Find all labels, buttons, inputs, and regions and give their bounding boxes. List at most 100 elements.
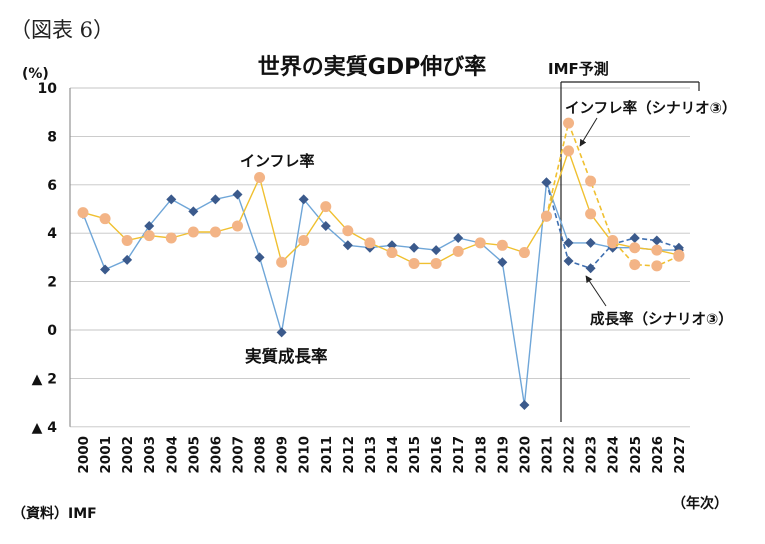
- data-point: [474, 237, 486, 249]
- data-point: [99, 213, 111, 225]
- x-tick-label: 2027: [672, 436, 688, 474]
- data-point: [144, 220, 155, 231]
- x-axis: 2000 2001 2002 2003 2004 2005 2006 2007 2008 2009…: [76, 436, 688, 474]
- inflation-scenario-arrow: [579, 117, 598, 147]
- y-tick-label: ▲ 2: [32, 371, 57, 387]
- x-tick-label: 2015: [407, 436, 423, 474]
- x-tick-label: 2001: [98, 436, 114, 474]
- x-tick-label: 2023: [584, 436, 600, 474]
- gridlines: [70, 87, 690, 428]
- x-tick-label: 2003: [142, 436, 158, 474]
- y-tick-label: 6: [47, 178, 57, 194]
- data-point: [673, 250, 685, 262]
- x-tick-label: 2006: [208, 436, 224, 474]
- y-tick-label: 2: [47, 275, 57, 291]
- x-tick-label: 2019: [495, 436, 511, 474]
- data-point: [629, 233, 640, 244]
- data-point: [453, 233, 464, 244]
- data-point: [342, 240, 353, 251]
- data-point: [497, 257, 508, 268]
- data-point: [629, 259, 641, 271]
- series-line: [82, 181, 679, 406]
- data-point: [563, 145, 575, 157]
- y-tick-label: 10: [38, 81, 58, 97]
- growth-scenario-arrow: [585, 275, 607, 307]
- x-tick-label: 2009: [275, 436, 291, 474]
- data-point: [430, 257, 442, 269]
- data-point: [629, 242, 641, 254]
- data-point: [563, 256, 574, 267]
- x-tick-label: 2010: [297, 436, 313, 474]
- data-point: [121, 234, 133, 246]
- x-tick-label: 2007: [230, 436, 246, 474]
- x-tick-label: 2026: [650, 436, 666, 474]
- x-tick-label: 2014: [385, 436, 401, 474]
- data-point: [187, 226, 199, 238]
- data-point: [651, 260, 663, 272]
- series-group: [77, 145, 685, 269]
- series-line: [545, 182, 680, 270]
- data-point: [298, 234, 310, 246]
- data-point: [298, 194, 309, 205]
- data-point: [342, 225, 354, 237]
- data-point: [585, 175, 597, 187]
- series-group: [540, 117, 685, 272]
- data-point: [100, 264, 111, 275]
- x-axis-unit: （年次）: [672, 495, 728, 512]
- data-point: [585, 208, 597, 220]
- x-tick-label: 2022: [562, 436, 578, 474]
- data-point: [519, 400, 530, 411]
- x-tick-label: 2021: [539, 436, 555, 474]
- data-point: [563, 237, 574, 248]
- data-point: [364, 237, 376, 249]
- x-tick-label: 2004: [164, 436, 180, 474]
- x-tick-label: 2017: [451, 436, 467, 474]
- data-point: [607, 234, 619, 246]
- x-tick-label: 2016: [429, 436, 445, 474]
- source-note: （資料）IMF: [12, 505, 97, 522]
- data-point: [496, 239, 508, 251]
- data-point: [232, 189, 243, 200]
- forecast-label: IMF予測: [548, 60, 609, 78]
- data-point: [143, 230, 155, 242]
- data-point: [166, 194, 177, 205]
- y-axis: 10 8 6 4 2 0 ▲ 2 ▲ 4: [32, 81, 71, 436]
- x-tick-label: 2008: [253, 436, 269, 474]
- data-point: [276, 327, 287, 338]
- x-tick-label: 2025: [628, 436, 644, 474]
- x-tick-label: 2013: [363, 436, 379, 474]
- inflation-scenario-label: インフレ率（シナリオ③）: [565, 99, 736, 117]
- y-tick-label: 4: [47, 226, 57, 242]
- x-tick-label: 2005: [186, 436, 202, 474]
- x-tick-label: 2024: [606, 436, 622, 474]
- data-point: [452, 245, 464, 257]
- data-point: [188, 206, 199, 217]
- data-point: [231, 220, 243, 232]
- y-tick-label: ▲ 4: [32, 420, 58, 436]
- data-point: [320, 220, 331, 231]
- growth-scenario-label: 成長率（シナリオ③）: [590, 310, 733, 328]
- figure-label: （図表 6）: [10, 18, 114, 42]
- data-point: [254, 172, 266, 184]
- series-layer: [77, 117, 685, 411]
- data-point: [585, 263, 596, 274]
- x-tick-label: 2000: [76, 436, 92, 474]
- data-point: [563, 117, 575, 129]
- y-axis-unit: (%): [22, 66, 49, 82]
- data-point: [320, 201, 332, 213]
- data-point: [518, 247, 530, 259]
- x-tick-label: 2011: [319, 436, 335, 474]
- inflation-label: インフレ率: [240, 152, 315, 170]
- data-point: [254, 252, 265, 263]
- x-tick-label: 2020: [517, 436, 533, 474]
- data-point: [276, 256, 288, 268]
- data-point: [165, 232, 177, 244]
- data-point: [77, 207, 89, 219]
- data-point: [209, 226, 221, 238]
- y-tick-label: 8: [47, 129, 57, 145]
- x-tick-label: 2012: [341, 436, 357, 474]
- x-tick-label: 2002: [120, 436, 136, 474]
- data-point: [585, 237, 596, 248]
- data-point: [122, 254, 133, 265]
